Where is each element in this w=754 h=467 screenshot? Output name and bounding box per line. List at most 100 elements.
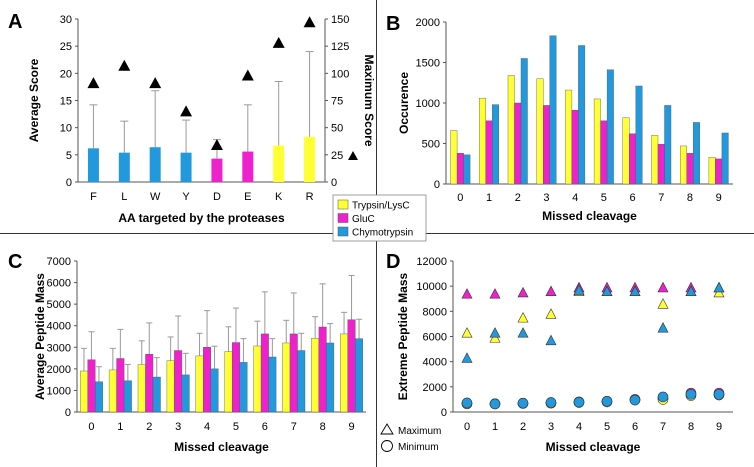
y-tick-label: 12000 bbox=[416, 256, 447, 268]
bar-L bbox=[118, 152, 130, 182]
bar-chymo bbox=[181, 374, 190, 413]
bar-chymo bbox=[239, 362, 248, 413]
panel-a: A 0 5 10 15 20 25 30 Average Score AA targeted by… bbox=[8, 11, 376, 225]
x-tick-label: 3 bbox=[548, 421, 554, 433]
bar-gluc bbox=[686, 153, 694, 185]
bar-trypsin bbox=[622, 117, 630, 185]
bar-gluc bbox=[174, 350, 183, 413]
bar-trypsin bbox=[108, 369, 117, 413]
y-tick-label: 6000 bbox=[423, 332, 447, 344]
y2-tick-label: 0 bbox=[331, 177, 337, 189]
bar-gluc bbox=[318, 326, 327, 413]
x-axis-title: Missed cleavage bbox=[174, 440, 269, 454]
bar-trypsin bbox=[565, 89, 573, 185]
bar-gluc bbox=[629, 133, 636, 185]
bar-chymo bbox=[210, 368, 219, 413]
legend-swatch-chymo bbox=[337, 226, 349, 237]
y-tick-label: 2000 bbox=[423, 382, 447, 394]
min-marker-chymo bbox=[685, 389, 697, 400]
y-tick-label: 5000 bbox=[47, 299, 71, 311]
bar-trypsin bbox=[479, 97, 486, 185]
max-marker-trypsin bbox=[517, 311, 529, 323]
min-marker-chymo bbox=[713, 389, 725, 400]
y-tick-label: 25 bbox=[60, 41, 72, 53]
bar-chymo bbox=[355, 338, 363, 413]
bar-chymo bbox=[664, 105, 672, 185]
x-tick-label: 4 bbox=[572, 192, 578, 204]
x-tick-label: 6 bbox=[632, 421, 638, 433]
panel-label: C bbox=[8, 251, 22, 273]
x-tick-label: 2 bbox=[146, 421, 152, 433]
max-marker-chymo bbox=[713, 281, 725, 293]
x-tick-label: 7 bbox=[291, 421, 297, 433]
bar-gluc bbox=[600, 120, 608, 185]
y-tick-label: 0 bbox=[65, 407, 71, 419]
y-tick-label: 4000 bbox=[423, 357, 447, 369]
max-score-legend-marker bbox=[348, 151, 358, 160]
x-tick-label: 1 bbox=[117, 421, 123, 433]
y-tick-label: 7000 bbox=[47, 256, 71, 268]
min-marker-chymo bbox=[601, 396, 613, 407]
y-tick-label: 10000 bbox=[416, 281, 447, 293]
bar-chymo bbox=[549, 35, 557, 185]
y-tick-label: 15 bbox=[60, 96, 72, 108]
x-tick-label: L bbox=[121, 191, 127, 203]
x-tick-label: 9 bbox=[348, 421, 354, 433]
bar-trypsin bbox=[507, 75, 515, 185]
bar-gluc bbox=[116, 358, 125, 413]
x-tick-label: 8 bbox=[688, 421, 694, 433]
bar-D bbox=[211, 158, 223, 182]
x-tick-label: D bbox=[213, 191, 221, 203]
y-axis-title: Extreme Peptide Mass bbox=[396, 272, 410, 400]
x-tick-label: R bbox=[306, 191, 314, 203]
bar-gluc bbox=[289, 333, 298, 413]
y2-tick-label: 125 bbox=[331, 41, 349, 53]
x-tick-label: 7 bbox=[660, 421, 666, 433]
marker-legend-label: Maximum bbox=[398, 426, 441, 437]
x-tick-label: 2 bbox=[515, 192, 521, 204]
bar-trypsin bbox=[137, 364, 146, 413]
bar-gluc bbox=[571, 110, 579, 185]
max-score-marker bbox=[210, 139, 223, 151]
bar-chymo bbox=[268, 356, 277, 413]
x-tick-label: 9 bbox=[716, 421, 722, 433]
y-axis-title: Occurence bbox=[397, 72, 411, 134]
marker-legend-label: Minimum bbox=[398, 442, 439, 453]
x-axis-title: AA targeted by the proteases bbox=[118, 211, 285, 225]
panel-label: A bbox=[8, 11, 22, 33]
x-tick-label: 5 bbox=[601, 192, 607, 204]
x-tick-label: 7 bbox=[658, 192, 664, 204]
triangle-legend-icon bbox=[380, 423, 394, 435]
legend-label: GluC bbox=[352, 214, 375, 225]
y-tick-label: 1000 bbox=[416, 98, 440, 110]
bar-chymo bbox=[578, 45, 586, 185]
legend-box bbox=[332, 194, 427, 242]
x-tick-label: F bbox=[90, 191, 97, 203]
max-marker-gluc bbox=[489, 288, 501, 299]
y2-axis-title: Maximum Score bbox=[362, 54, 376, 146]
bar-trypsin bbox=[253, 345, 262, 413]
y-tick-label: 3000 bbox=[47, 342, 71, 354]
y-tick-label: 0 bbox=[434, 179, 440, 191]
x-tick-label: 3 bbox=[175, 421, 181, 433]
bar-chymo bbox=[635, 85, 643, 185]
bar-gluc bbox=[485, 120, 493, 185]
x-tick-label: 6 bbox=[262, 421, 268, 433]
x-tick-label: 8 bbox=[320, 421, 326, 433]
y-axis-title: Average Peptide Mass bbox=[33, 273, 47, 400]
min-marker-chymo bbox=[517, 397, 529, 409]
bar-gluc bbox=[347, 319, 356, 413]
bar-gluc bbox=[543, 105, 550, 185]
y-tick-label: 1500 bbox=[416, 58, 440, 70]
max-score-marker bbox=[149, 77, 162, 89]
bar-gluc bbox=[145, 353, 154, 413]
max-score-marker bbox=[241, 69, 254, 81]
x-axis-title: Missed cleavage bbox=[546, 440, 641, 454]
bar-chymo bbox=[463, 154, 471, 185]
bar-Y bbox=[180, 152, 192, 182]
x-tick-label: 5 bbox=[233, 421, 239, 433]
max-marker-chymo bbox=[629, 285, 641, 297]
max-marker-trypsin bbox=[461, 327, 473, 338]
